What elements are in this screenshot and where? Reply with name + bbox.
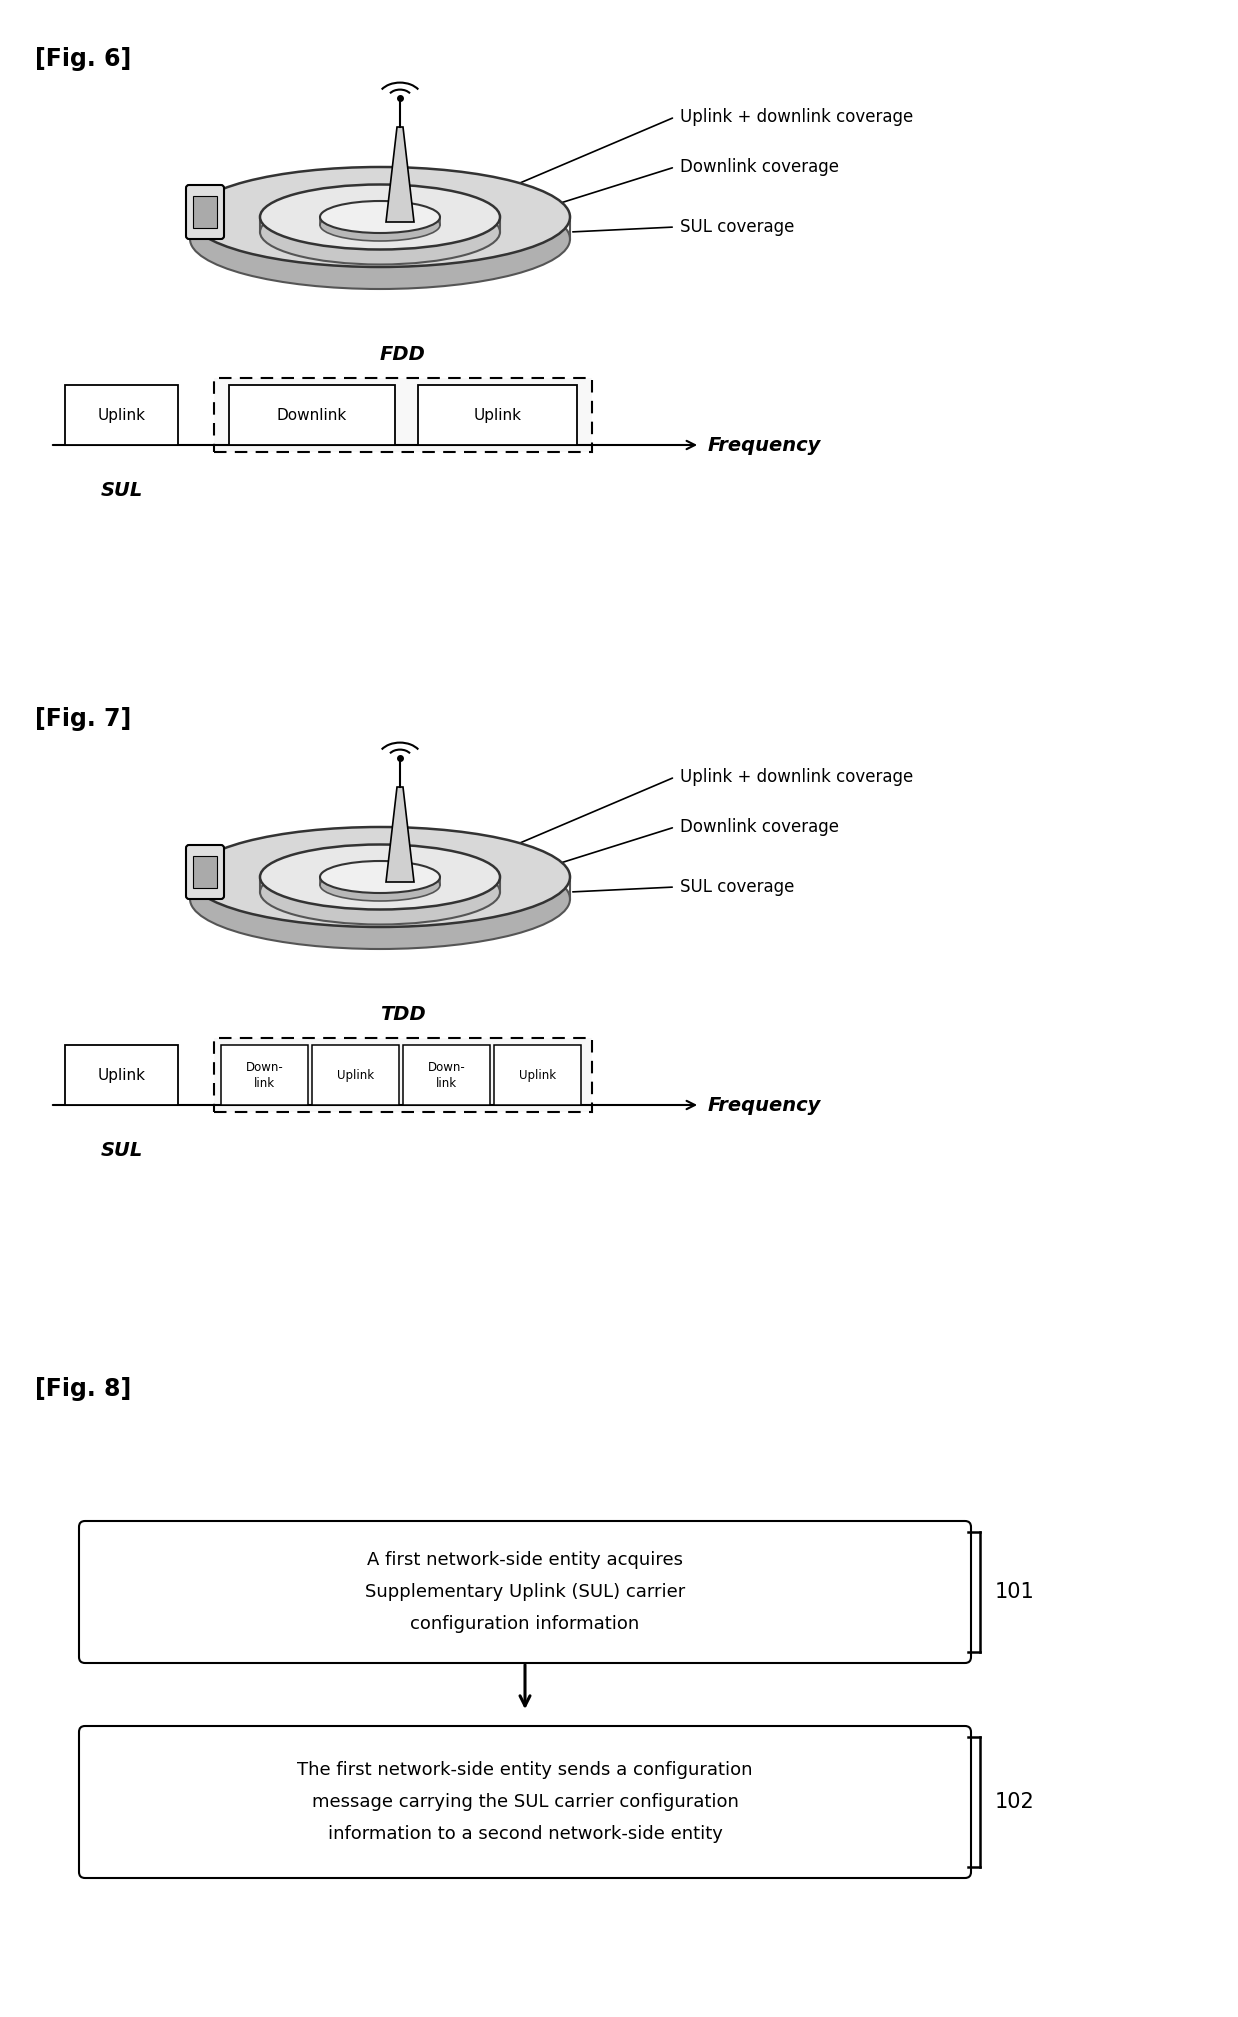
Text: 101: 101 [995, 1581, 1035, 1601]
Text: Frequency: Frequency [708, 1095, 821, 1115]
Text: Uplink: Uplink [519, 1069, 556, 1081]
Bar [214, 1039, 592, 1111]
Ellipse shape [319, 210, 439, 240]
FancyBboxPatch shape [79, 1727, 971, 1878]
Bar [222, 1045, 308, 1105]
Ellipse shape [319, 202, 439, 234]
Text: 102: 102 [995, 1791, 1035, 1811]
Text: A first network-side entity acquires
Supplementary Uplink (SUL) carrier
configur: A first network-side entity acquires Sup… [365, 1551, 685, 1634]
Bar [402, 1045, 490, 1105]
Bar [312, 1045, 399, 1105]
Text: SUL: SUL [100, 480, 142, 500]
Polygon shape [386, 787, 413, 881]
Text: Uplink: Uplink [98, 407, 146, 422]
Bar [66, 385, 178, 446]
Ellipse shape [189, 190, 569, 288]
Text: SUL coverage: SUL coverage [680, 877, 795, 896]
FancyBboxPatch shape [186, 186, 224, 238]
Ellipse shape [260, 184, 500, 250]
Ellipse shape [319, 861, 439, 894]
Ellipse shape [189, 827, 569, 928]
Bar [193, 855, 217, 887]
Text: SUL: SUL [100, 1142, 142, 1160]
Text: Down-
link: Down- link [427, 1061, 465, 1089]
Text: Frequency: Frequency [708, 436, 821, 454]
Text: Downlink: Downlink [277, 407, 347, 422]
Text: Uplink: Uplink [337, 1069, 374, 1081]
Polygon shape [386, 127, 413, 222]
Text: TDD: TDD [380, 1004, 426, 1025]
Ellipse shape [319, 869, 439, 902]
Text: Uplink: Uplink [98, 1067, 146, 1083]
Text: SUL coverage: SUL coverage [680, 218, 795, 236]
Bar [494, 1045, 581, 1105]
FancyBboxPatch shape [186, 845, 224, 900]
Text: Downlink coverage: Downlink coverage [680, 819, 839, 835]
FancyBboxPatch shape [79, 1521, 971, 1662]
Text: Uplink + downlink coverage: Uplink + downlink coverage [680, 109, 914, 125]
Bar [214, 377, 592, 452]
Bar [66, 1045, 178, 1105]
Ellipse shape [260, 200, 500, 264]
Text: The first network-side entity sends a configuration
message carrying the SUL car: The first network-side entity sends a co… [297, 1761, 753, 1844]
Text: Uplink: Uplink [473, 407, 521, 422]
Bar [193, 196, 217, 228]
Text: Down-
link: Down- link [246, 1061, 284, 1089]
Ellipse shape [189, 849, 569, 950]
Text: Downlink coverage: Downlink coverage [680, 157, 839, 175]
Text: [Fig. 6]: [Fig. 6] [35, 46, 131, 71]
Bar [418, 385, 577, 446]
Text: Uplink + downlink coverage: Uplink + downlink coverage [680, 768, 914, 787]
Ellipse shape [260, 845, 500, 910]
Ellipse shape [189, 167, 569, 266]
Bar [229, 385, 395, 446]
Ellipse shape [260, 859, 500, 924]
Text: [Fig. 7]: [Fig. 7] [35, 708, 131, 730]
Text: [Fig. 8]: [Fig. 8] [35, 1378, 131, 1402]
Text: FDD: FDD [380, 345, 426, 363]
